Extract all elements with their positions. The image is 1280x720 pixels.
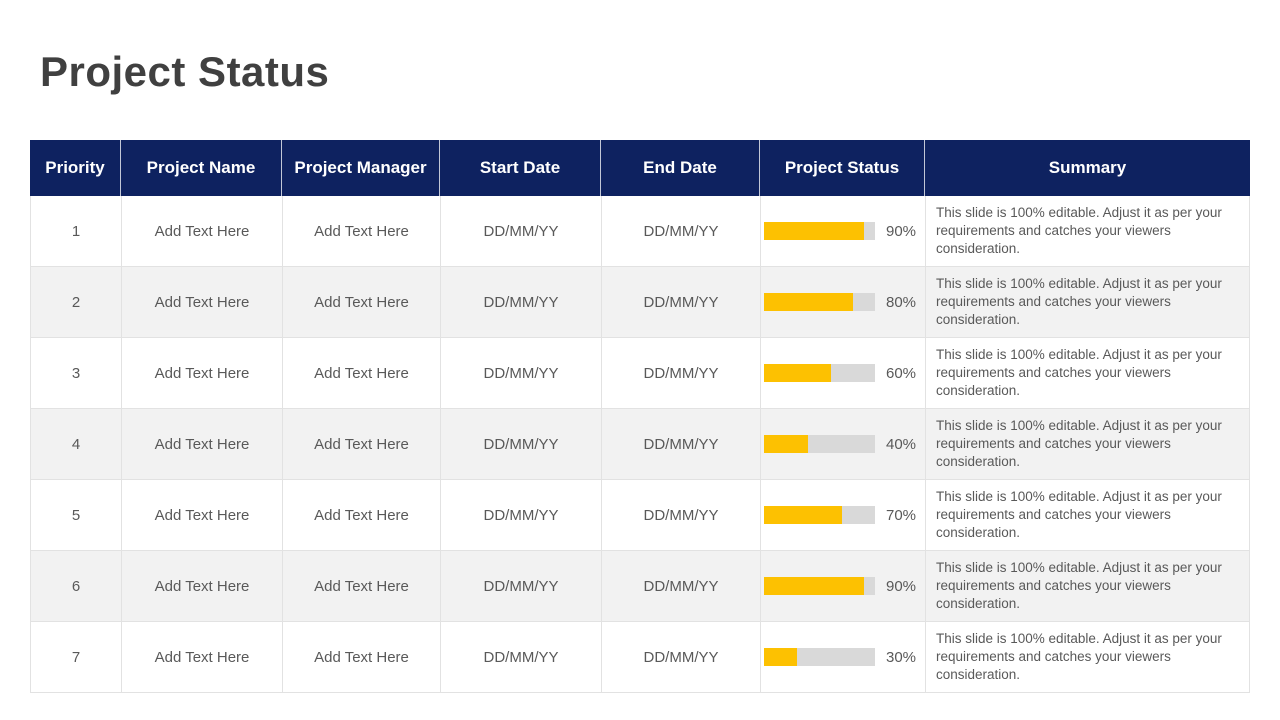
project-manager-cell: Add Text Here	[283, 267, 441, 337]
summary-cell: This slide is 100% editable. Adjust it a…	[936, 276, 1222, 327]
progress-track	[764, 222, 875, 240]
table-row: 3 Add Text Here Add Text Here DD/MM/YY D…	[30, 338, 1250, 409]
progress-fill	[764, 648, 798, 666]
project-name-cell: Add Text Here	[122, 338, 283, 408]
header-cell-start-date: Start Date	[440, 140, 601, 196]
end-date-cell: DD/MM/YY	[602, 409, 761, 479]
project-name-cell: Add Text Here	[122, 622, 283, 692]
header-cell-priority: Priority	[30, 140, 121, 196]
project-name-cell: Add Text Here	[122, 196, 283, 266]
start-date-cell: DD/MM/YY	[441, 409, 602, 479]
progress-track	[764, 648, 875, 666]
end-date-cell: DD/MM/YY	[602, 338, 761, 408]
project-manager-cell: Add Text Here	[283, 338, 441, 408]
project-status-cell: 70%	[761, 480, 926, 550]
table-row: 7 Add Text Here Add Text Here DD/MM/YY D…	[30, 622, 1250, 693]
progress-percent-label: 40%	[886, 435, 917, 453]
summary-cell: This slide is 100% editable. Adjust it a…	[936, 418, 1222, 469]
progress-fill	[764, 506, 842, 524]
header-cell-summary: Summary	[1048, 158, 1127, 177]
start-date-cell: DD/MM/YY	[441, 622, 602, 692]
end-date-cell: DD/MM/YY	[602, 480, 761, 550]
progress-fill	[764, 293, 853, 311]
table-row: 1 Add Text Here Add Text Here DD/MM/YY D…	[30, 196, 1250, 267]
progress-track	[764, 293, 875, 311]
project-status-cell: 80%	[761, 267, 926, 337]
progress-fill	[764, 577, 864, 595]
summary-cell: This slide is 100% editable. Adjust it a…	[936, 205, 1222, 256]
page-title: Project Status	[40, 48, 330, 95]
end-date-cell: DD/MM/YY	[602, 551, 761, 621]
table-body: 1 Add Text Here Add Text Here DD/MM/YY D…	[30, 196, 1250, 693]
priority-cell: 3	[31, 338, 122, 408]
project-status-cell: 90%	[761, 551, 926, 621]
header-cell-end-date: End Date	[601, 140, 760, 196]
table-row: 4 Add Text Here Add Text Here DD/MM/YY D…	[30, 409, 1250, 480]
project-status-cell: 40%	[761, 409, 926, 479]
project-manager-cell: Add Text Here	[283, 480, 441, 550]
start-date-cell: DD/MM/YY	[441, 480, 602, 550]
project-manager-cell: Add Text Here	[283, 409, 441, 479]
project-status-cell: 90%	[761, 196, 926, 266]
table-row: 5 Add Text Here Add Text Here DD/MM/YY D…	[30, 480, 1250, 551]
table-header-row: Priority Project Name Project Manager St…	[30, 140, 1250, 196]
start-date-cell: DD/MM/YY	[441, 338, 602, 408]
progress-percent-label: 60%	[886, 364, 917, 382]
progress-track	[764, 364, 875, 382]
header-cell-project-manager: Project Manager	[282, 140, 440, 196]
project-status-cell: 30%	[761, 622, 926, 692]
progress-percent-label: 90%	[886, 222, 917, 240]
project-manager-cell: Add Text Here	[283, 622, 441, 692]
progress-track	[764, 506, 875, 524]
progress-track	[764, 577, 875, 595]
priority-cell: 1	[31, 196, 122, 266]
priority-cell: 2	[31, 267, 122, 337]
progress-percent-label: 90%	[886, 577, 917, 595]
end-date-cell: DD/MM/YY	[602, 622, 761, 692]
priority-cell: 6	[31, 551, 122, 621]
priority-cell: 4	[31, 409, 122, 479]
project-name-cell: Add Text Here	[122, 267, 283, 337]
project-status-cell: 60%	[761, 338, 926, 408]
progress-percent-label: 80%	[886, 293, 917, 311]
progress-fill	[764, 435, 809, 453]
project-manager-cell: Add Text Here	[283, 196, 441, 266]
header-cell-project-status: Project Status	[760, 140, 925, 196]
project-manager-cell: Add Text Here	[283, 551, 441, 621]
summary-cell: This slide is 100% editable. Adjust it a…	[936, 631, 1222, 682]
project-name-cell: Add Text Here	[122, 480, 283, 550]
table-row: 2 Add Text Here Add Text Here DD/MM/YY D…	[30, 267, 1250, 338]
priority-cell: 5	[31, 480, 122, 550]
project-name-cell: Add Text Here	[122, 409, 283, 479]
end-date-cell: DD/MM/YY	[602, 267, 761, 337]
progress-percent-label: 30%	[886, 648, 917, 666]
project-status-table: Priority Project Name Project Manager St…	[30, 140, 1250, 693]
progress-percent-label: 70%	[886, 506, 917, 524]
start-date-cell: DD/MM/YY	[441, 267, 602, 337]
summary-cell: This slide is 100% editable. Adjust it a…	[936, 347, 1222, 398]
summary-cell: This slide is 100% editable. Adjust it a…	[936, 489, 1222, 540]
progress-fill	[764, 222, 864, 240]
project-name-cell: Add Text Here	[122, 551, 283, 621]
header-cell-project-name: Project Name	[121, 140, 282, 196]
table-row: 6 Add Text Here Add Text Here DD/MM/YY D…	[30, 551, 1250, 622]
priority-cell: 7	[31, 622, 122, 692]
progress-fill	[764, 364, 831, 382]
start-date-cell: DD/MM/YY	[441, 551, 602, 621]
start-date-cell: DD/MM/YY	[441, 196, 602, 266]
summary-cell: This slide is 100% editable. Adjust it a…	[936, 560, 1222, 611]
progress-track	[764, 435, 875, 453]
end-date-cell: DD/MM/YY	[602, 196, 761, 266]
